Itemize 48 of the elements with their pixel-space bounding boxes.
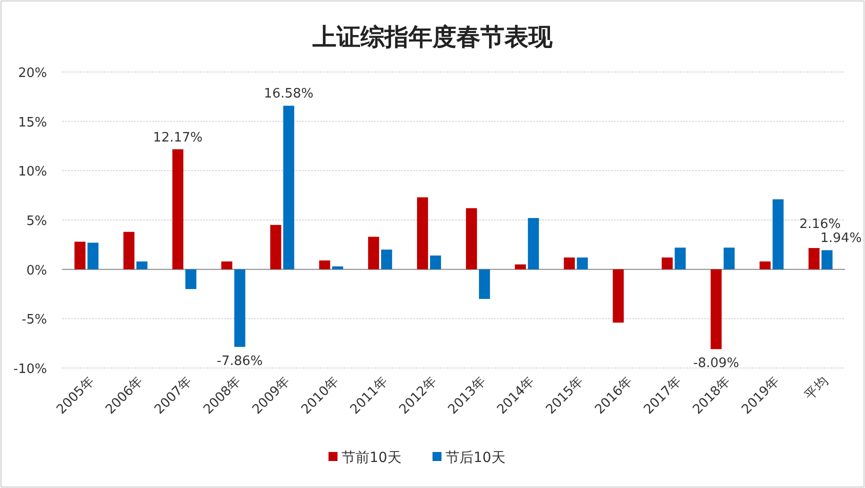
y-tick-label: -5% [22,312,47,328]
data-label: 2.16% [799,217,841,232]
bar [822,250,833,270]
y-tick-label: -10% [13,362,47,377]
bar [172,149,184,270]
bar [283,106,294,270]
y-tick-label: 10% [18,164,47,180]
bar [466,208,477,270]
bar [528,218,539,270]
bar [185,269,196,290]
bar [710,269,722,350]
bar [332,266,344,270]
bar [430,256,442,270]
chart-title: 上证综指年度春节表现 [312,22,554,51]
data-label: 12.17% [153,130,203,146]
bar [319,260,330,270]
bar [772,199,784,270]
bar [514,264,526,270]
bar [724,248,735,270]
y-tick-label: 15% [18,115,47,130]
x-tick-label: 平均 [802,374,832,404]
bar [270,224,282,270]
y-tick-label: 20% [18,66,47,81]
bar [576,257,588,270]
data-label: -8.09% [693,356,740,372]
y-tick-label: 5% [26,214,47,229]
bar [662,257,673,270]
bar [234,269,246,347]
data-label: 16.58% [264,86,314,102]
bar [221,261,232,270]
bar [417,197,428,270]
bar [674,248,686,270]
bar [87,242,98,270]
legend-label: 节后10天 [446,450,506,466]
bar [478,269,490,299]
bar [760,261,771,270]
bar [74,242,86,270]
bar [368,236,380,270]
bar [136,261,148,270]
data-label: -7.86% [216,354,263,369]
bar [381,250,392,270]
bar [564,257,575,270]
legend-label: 节前10天 [342,450,402,466]
bar [808,248,820,270]
bar [123,232,134,270]
bar [612,269,624,323]
data-label: 1.94% [820,231,862,246]
y-tick-label: 0% [26,263,47,278]
